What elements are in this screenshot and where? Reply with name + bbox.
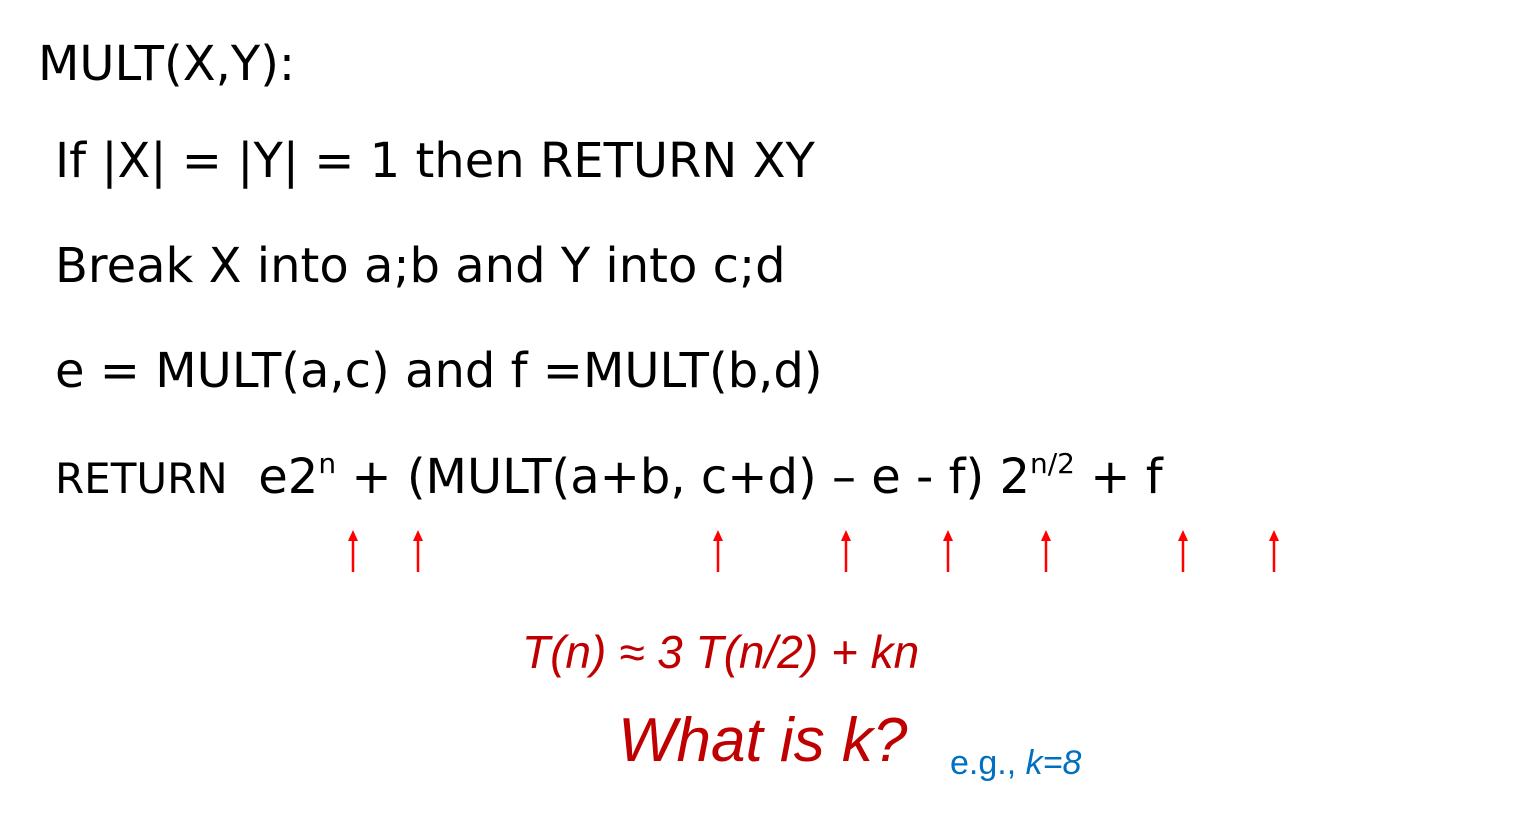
exponent-n-half: n/2 (1030, 447, 1075, 480)
operation-arrows (348, 530, 1279, 572)
example-answer: e.g., k=8 (950, 744, 1081, 783)
return-term-e: e2n (258, 447, 337, 505)
operation-arrow-4 (841, 530, 851, 572)
example-value: k=8 (1025, 744, 1082, 782)
return-line: RETURN e2n + (MULT(a+b, c+d) – e - f) 2n… (55, 450, 1163, 503)
operation-arrow-2 (413, 530, 423, 572)
split-line: Break X into a;b and Y into c;d (55, 238, 786, 294)
operation-arrow-8 (1269, 530, 1279, 572)
return-keyword: RETURN (55, 454, 228, 503)
operation-arrow-3 (713, 530, 723, 572)
recursive-calls-line: e = MULT(a,c) and f =MULT(b,d) (55, 343, 823, 399)
operation-arrow-6 (1041, 530, 1051, 572)
operation-arrow-7 (1178, 530, 1188, 572)
function-signature: MULT(X,Y): (38, 36, 296, 92)
example-prefix: e.g., (950, 744, 1026, 782)
return-term-f: + f (1075, 449, 1163, 505)
operation-arrow-5 (943, 530, 953, 572)
question-text: What is k? (618, 706, 908, 775)
return-term-middle: + (MULT(a+b, c+d) – e - f) 2 (336, 449, 1030, 505)
exponent-n: n (318, 447, 337, 480)
base-case-line: If |X| = |Y| = 1 then RETURN XY (55, 133, 815, 189)
operation-arrow-1 (348, 530, 358, 572)
